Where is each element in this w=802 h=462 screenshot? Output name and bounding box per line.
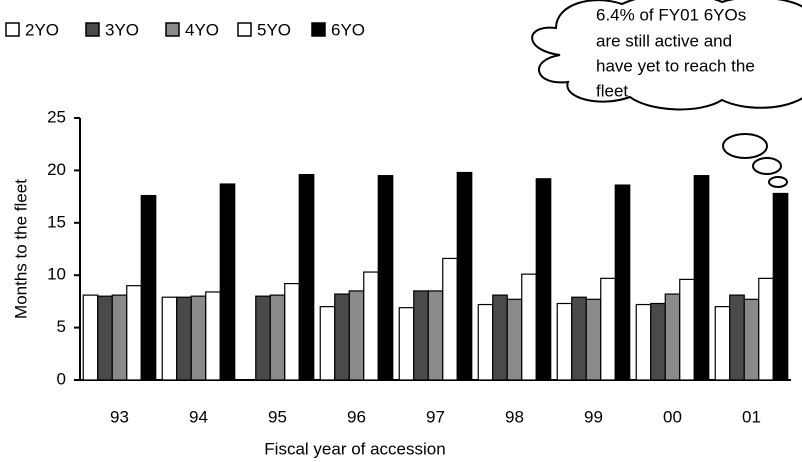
bar [693,175,710,381]
bar [82,294,99,381]
annotation-line: are still active and [596,31,732,50]
bar [535,178,552,381]
bar [161,296,178,381]
bar [585,298,602,381]
bar [427,290,444,381]
x-tick-label: 01 [742,407,761,426]
bar [556,302,573,381]
x-tick-label: 98 [505,407,524,426]
legend-label: 3YO [105,20,139,39]
legend-swatch [311,22,326,37]
x-tick-label: 94 [189,407,208,426]
y-tick-label: 20 [47,160,66,179]
legend-label: 2YO [25,20,59,39]
bar [492,294,508,381]
thought-bubble [752,157,782,175]
legend-swatch [165,22,180,37]
legend-swatch [5,22,20,37]
thought-bubble [722,133,768,159]
thought-cloud [531,0,802,111]
bar [714,306,731,381]
x-tick-label: 99 [584,407,603,426]
x-tick-label: 96 [347,407,366,426]
bar [413,290,429,381]
legend-label: 5YO [257,20,291,39]
bar [334,293,350,381]
x-tick-label: 97 [426,407,445,426]
bar [456,171,473,381]
bar [219,183,236,381]
bar [348,290,365,381]
bar [664,293,681,381]
bar [140,194,157,381]
x-tick-label: 00 [663,407,682,426]
annotation-line: fleet [596,81,628,100]
bar [650,302,666,381]
bar [679,278,695,381]
bar [743,298,760,381]
bar [571,296,587,381]
bar [635,303,652,381]
bar [319,306,336,381]
thought-bubble [768,176,788,188]
bar [111,294,128,381]
bar [506,298,523,381]
bar [600,277,616,381]
y-tick-label: 5 [57,317,66,336]
bar [298,173,315,381]
bar [176,296,192,381]
bar [284,282,300,381]
bar [614,184,631,381]
bar [377,175,394,381]
bar [772,192,789,381]
legend-label: 4YO [185,20,219,39]
bar [363,271,379,381]
x-tick-label: 95 [268,407,287,426]
bar [126,285,142,381]
legend-swatch [237,22,252,37]
bar [729,294,745,381]
bar [205,291,221,381]
bar [521,273,537,381]
bar [97,295,113,381]
y-tick-label: 15 [47,212,66,231]
bar [758,277,774,381]
legend-swatch [85,22,100,37]
x-tick-label: 93 [110,407,129,426]
bar [190,295,207,381]
bar [269,294,286,381]
annotation-line: 6.4% of FY01 6YOs [596,5,746,24]
y-tick-label: 10 [47,265,66,284]
annotation-line: have yet to reach the [596,56,755,75]
bar [477,303,494,381]
bar [442,257,458,381]
y-tick-label: 25 [47,107,66,126]
bar [398,307,415,381]
y-axis-title: Months to the fleet [11,179,30,319]
y-tick-label: 0 [57,369,66,388]
legend-label: 6YO [331,20,365,39]
bar [255,295,271,381]
x-axis-title: Fiscal year of accession [264,439,445,458]
